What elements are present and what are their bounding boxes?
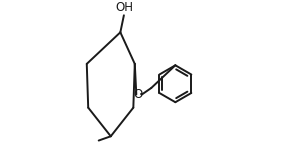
Text: OH: OH [115, 1, 133, 14]
Text: O: O [134, 88, 143, 101]
